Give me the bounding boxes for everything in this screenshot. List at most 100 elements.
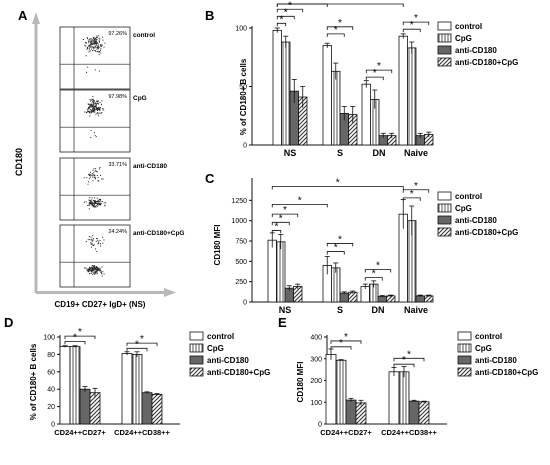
cd180-axis-arrow-icon <box>32 12 40 24</box>
flow-event-dot <box>94 69 96 71</box>
flow-event-dot <box>91 270 93 272</box>
significance-star: * <box>78 327 82 338</box>
flow-event-dot <box>89 267 91 269</box>
flow-event-dot <box>91 204 93 206</box>
flow-event-dot <box>91 242 93 244</box>
flow-event-dot <box>89 176 91 178</box>
bar-control <box>325 353 337 425</box>
flow-event-dot <box>93 244 94 246</box>
flow-y-label: CD180 <box>14 148 24 176</box>
significance-star: * <box>298 195 302 206</box>
legend-swatch <box>437 57 452 67</box>
flow-event-dot <box>88 51 90 53</box>
flow-event-dot <box>95 106 97 108</box>
flow-event-dot <box>101 272 102 274</box>
cd180-axis-bar <box>34 23 38 293</box>
flow-event-dot <box>94 111 96 113</box>
flow-event-dot <box>91 197 93 199</box>
flow-event-dot <box>95 168 97 170</box>
flow-event-dot <box>94 200 96 202</box>
panel-d-y-label: % of CD180+ B cells <box>29 343 38 420</box>
flow-event-dot <box>97 109 99 111</box>
flow-event-dot <box>89 175 91 177</box>
flow-event-dot <box>91 240 93 242</box>
flow-event-dot <box>97 243 99 245</box>
flow-event-dot <box>89 112 91 114</box>
flow-event-dot <box>89 44 91 46</box>
flow-event-dot <box>94 267 96 269</box>
flow-event-dot <box>94 273 96 275</box>
flow-event-dot <box>95 41 97 43</box>
flow-event-dot <box>97 46 99 48</box>
flow-event-dot <box>97 44 99 46</box>
flow-event-dot <box>88 42 90 44</box>
flow-event-dot <box>92 50 93 52</box>
flow-plot-frame <box>59 26 131 90</box>
significance-star: * <box>140 334 144 345</box>
significance-bracket <box>126 347 148 352</box>
legend-label: anti-CD180 <box>475 356 517 365</box>
flow-plot-label: control <box>133 32 155 39</box>
flow-event-dot <box>92 244 94 246</box>
flow-event-dot <box>100 52 102 54</box>
flow-event-dot <box>94 201 96 203</box>
flow-event-dot <box>89 200 91 202</box>
flow-event-dot <box>88 47 90 49</box>
legend-swatch <box>437 215 452 225</box>
flow-event-dot <box>91 202 93 204</box>
flow-event-dot <box>102 36 104 38</box>
flow-event-dot <box>92 205 94 207</box>
flow-event-dot <box>99 201 100 203</box>
flow-event-dot <box>97 177 99 179</box>
flow-event-dot <box>91 99 93 101</box>
y-tick-label: 0 <box>51 422 55 429</box>
flow-event-dot <box>96 271 98 273</box>
flow-event-dot <box>94 265 96 267</box>
flow-event-dot <box>96 109 98 111</box>
y-tick-label: 80 <box>47 352 55 359</box>
x-category-label: DN <box>373 148 386 158</box>
flow-x-label: CD19+ CD27+ IgD+ (NS) <box>55 300 146 309</box>
flow-event-dot <box>92 100 94 102</box>
flow-event-dot <box>99 267 101 269</box>
flow-event-dot <box>91 271 93 273</box>
flow-event-dot <box>98 35 100 37</box>
flow-event-dot <box>88 107 90 109</box>
flow-event-dot <box>91 46 93 48</box>
flow-event-dot <box>98 48 99 50</box>
flow-event-dot <box>93 244 95 246</box>
legend-swatch <box>437 191 452 201</box>
y-tick-label: 500 <box>235 259 247 266</box>
bar-anti-cd180 <box>415 295 425 303</box>
flow-event-dot <box>92 268 94 270</box>
flow-event-dot <box>89 99 91 101</box>
flow-event-dot <box>90 171 91 173</box>
flow-event-dot <box>94 197 96 199</box>
flow-event-dot <box>99 50 101 52</box>
legend-swatch <box>189 355 204 365</box>
flow-event-dot <box>90 110 92 112</box>
flow-event-dot <box>99 199 101 200</box>
flow-event-dot <box>92 47 94 48</box>
flow-event-dot <box>93 174 95 176</box>
bar-control <box>121 353 133 425</box>
flow-event-dot <box>92 269 93 271</box>
legend-swatch <box>437 45 452 55</box>
flow-event-dot <box>90 242 92 244</box>
flow-event-dot <box>99 167 101 168</box>
legend-swatch <box>437 33 452 43</box>
legend-label: control <box>455 192 482 201</box>
flow-event-dot <box>92 95 94 97</box>
flow-event-dot <box>94 272 96 274</box>
flow-event-dot <box>94 107 96 109</box>
flow-event-dot <box>97 200 99 202</box>
flow-event-dot <box>97 101 99 103</box>
flow-event-dot <box>94 134 96 136</box>
flow-event-dot <box>92 202 94 204</box>
flow-event-dot <box>96 43 98 44</box>
flow-event-dot <box>93 109 95 111</box>
bar-anti-cd180 <box>377 295 387 303</box>
flow-event-dot <box>98 204 100 206</box>
y-tick-label: 750 <box>235 239 247 246</box>
flow-event-dot <box>101 275 103 277</box>
